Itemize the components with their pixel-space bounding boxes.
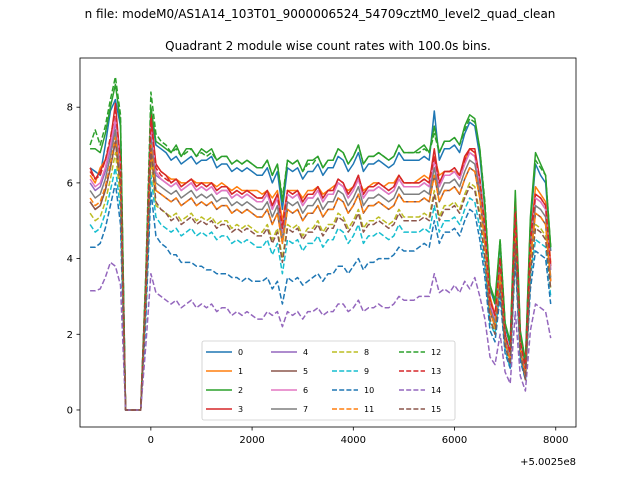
y-tick-label: 8 [67,103,73,114]
legend-label-5: 5 [303,367,308,376]
legend-label-11: 11 [364,405,374,414]
x-tick-label: 6000 [442,435,467,446]
x-axis: 0 2000 4000 6000 8000 [148,427,568,446]
series-line-9 [89,167,552,411]
legend-label-12: 12 [431,348,441,357]
legend-label-14: 14 [431,386,441,395]
legend-label-0: 0 [238,348,243,357]
legend-label-9: 9 [364,367,369,376]
series-lines [89,76,552,411]
chart-title: Quadrant 2 module wise count rates with … [165,39,491,53]
legend-label-7: 7 [303,405,308,414]
x-offset-label: +5.0025e8 [520,457,576,468]
legend-label-6: 6 [303,386,308,395]
legend-label-10: 10 [364,386,374,395]
series-line-6 [89,117,552,411]
series-line-14 [90,261,552,411]
series-line-12 [89,76,552,411]
series-line-13 [89,110,552,411]
y-tick-label: 2 [67,330,73,341]
legend-label-15: 15 [431,405,441,414]
x-tick-label: 0 [148,435,154,446]
y-tick-label: 0 [67,405,73,416]
y-axis: 0 2 4 6 8 [67,103,80,416]
series-line-15 [89,140,552,411]
legend-label-8: 8 [364,348,369,357]
legend-label-4: 4 [303,348,308,357]
series-line-11 [89,136,552,411]
legend-label-1: 1 [238,367,243,376]
legend-frame [201,340,456,421]
y-tick-label: 4 [67,254,73,265]
series-line-2 [90,83,552,411]
plot-frame [79,57,577,428]
x-tick-label: 4000 [341,435,366,446]
series-line-7 [89,129,552,411]
y-tick-label: 6 [67,178,73,189]
figure-suptitle: n file: modeM0/AS1A14_103T01_9000006524_… [85,7,556,21]
x-tick-label: 8000 [543,435,568,446]
legend-label-3: 3 [238,405,243,414]
series-line-10 [90,182,552,411]
legend-label-13: 13 [431,367,441,376]
legend-label-2: 2 [238,386,243,395]
series-line-0 [89,98,552,411]
x-tick-label: 2000 [239,435,264,446]
